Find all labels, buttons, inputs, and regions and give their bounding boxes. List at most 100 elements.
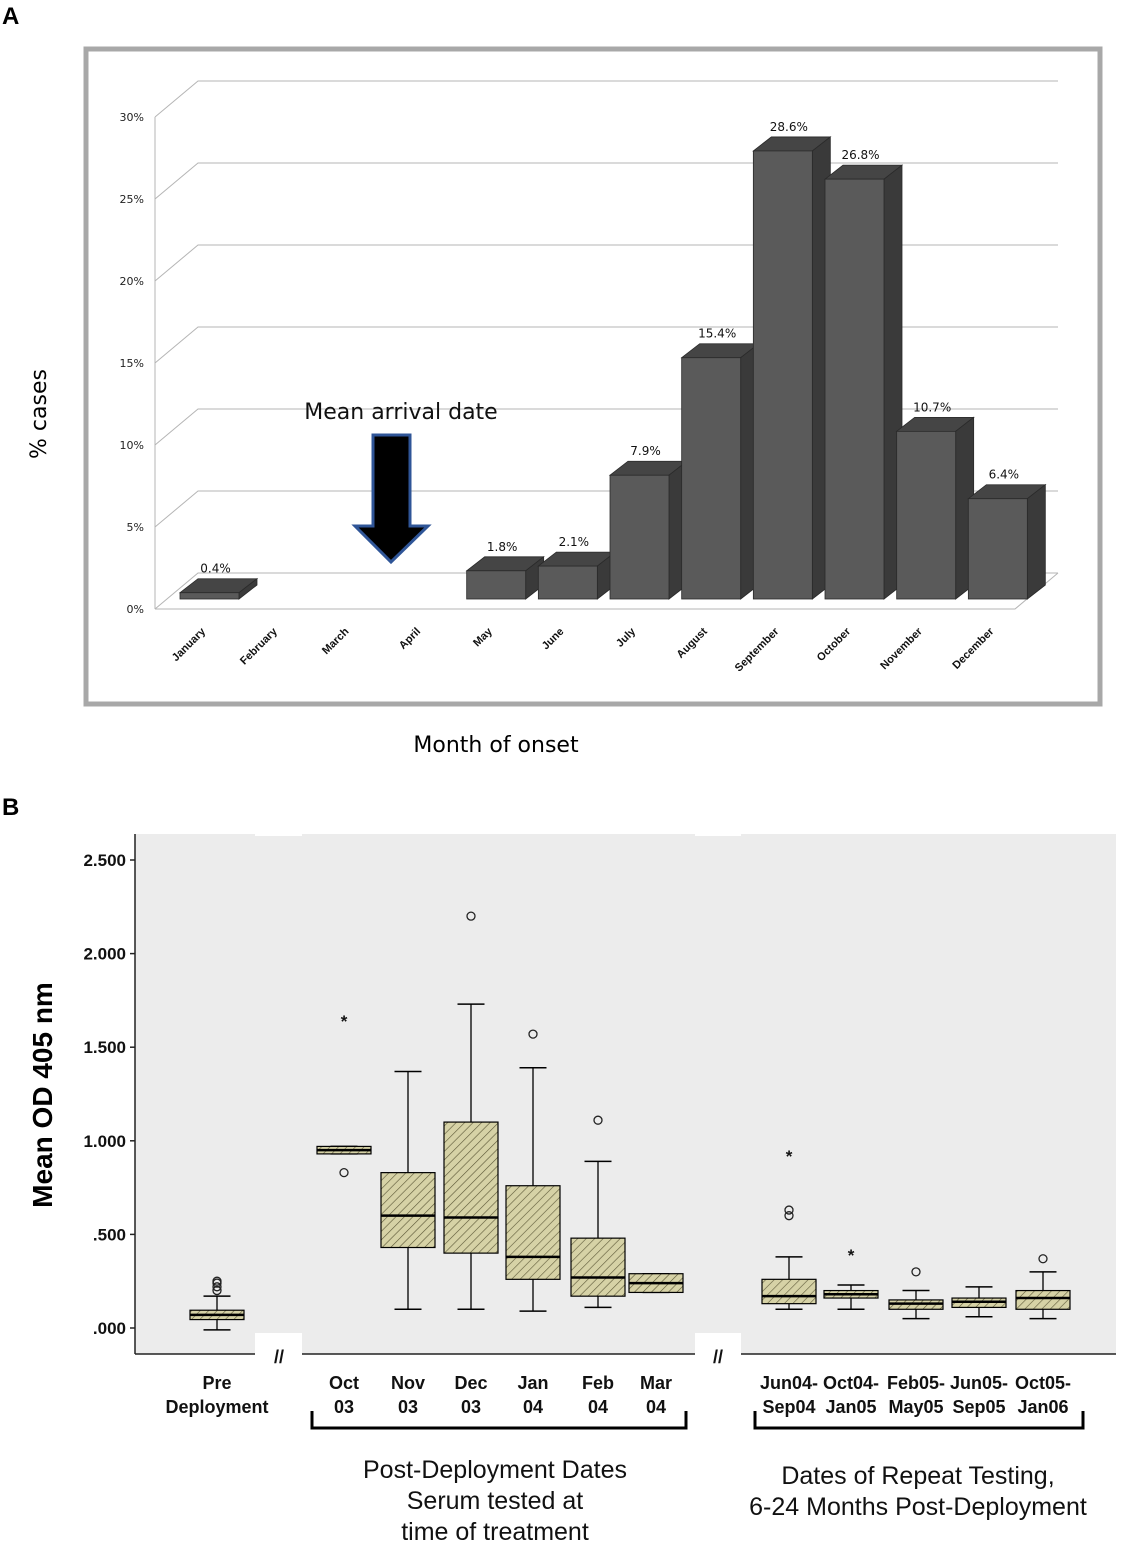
category-label: 04	[646, 1397, 666, 1417]
y-tick-label: 5%	[127, 521, 144, 534]
category-label: 03	[461, 1397, 481, 1417]
box-jan04	[505, 1029, 561, 1312]
y-tick-label: 25%	[120, 193, 144, 206]
axis-break-gap-1	[255, 1333, 302, 1363]
bar	[537, 551, 617, 600]
box-feb05may05	[888, 1267, 944, 1320]
outlier-point	[911, 1267, 921, 1277]
chart-a-data-labels: 0.4% 1.8% 2.1% 7.9% 15.4% 28.6% 26.8% 10.7% 6.4%	[200, 120, 1019, 576]
bracket-post-deployment	[310, 1411, 688, 1430]
box-jun05sep05	[951, 1286, 1007, 1318]
outlier-point	[466, 911, 476, 921]
chart-a-bars	[178, 136, 1047, 600]
data-label: 26.8%	[841, 148, 879, 162]
y-tick-label: 15%	[120, 357, 144, 370]
chart-b-y-ticks: .000 .500 1.000 1.500 2.000 2.500	[83, 851, 135, 1338]
y-tick-label: 10%	[120, 439, 144, 452]
data-label: 10.7%	[913, 400, 951, 414]
bar	[895, 416, 975, 600]
category-label: Oct04-	[823, 1373, 879, 1393]
bracket-label: time of treatment	[401, 1518, 589, 1546]
bar	[680, 342, 760, 600]
category-label: Jun05-	[950, 1373, 1008, 1393]
category-label: Oct05-	[1015, 1373, 1071, 1393]
outlier-point	[339, 1167, 349, 1178]
y-tick-label: 0%	[127, 603, 144, 616]
bar	[178, 577, 259, 600]
bar	[608, 460, 689, 600]
extreme-point: *	[848, 1246, 855, 1265]
category-label: Pre	[202, 1373, 231, 1393]
box-oct03: *	[316, 1012, 372, 1178]
panel-a-letter: A	[2, 3, 19, 30]
chart-a-y-axis-label: % cases	[27, 369, 52, 459]
bar-front	[537, 565, 598, 600]
category-label: Jan06	[1017, 1397, 1068, 1417]
category-label: Oct	[329, 1373, 359, 1393]
category-label: Sep05	[952, 1397, 1005, 1417]
box-nov03	[380, 1070, 436, 1311]
chart-b-group-labels: Post-Deployment Dates Serum tested at time…	[363, 1456, 1087, 1546]
category-label: Mar	[640, 1373, 672, 1393]
box-jun04sep04: *	[761, 1147, 817, 1311]
data-label: 15.4%	[698, 327, 736, 341]
axis-break-gap-2	[695, 1333, 741, 1363]
box-oct04jan05: *	[823, 1246, 879, 1311]
box-oct05jan06	[1015, 1254, 1071, 1320]
outlier-point	[528, 1029, 538, 1039]
iqr-box	[1015, 1289, 1071, 1310]
data-label: 6.4%	[989, 468, 1020, 482]
chart-a-y-ticks: 0% 5% 10% 15% 20% 25% 30%	[120, 111, 144, 616]
iqr-box	[570, 1237, 626, 1297]
panel-b-letter: B	[2, 794, 19, 821]
chart-b-category-labels: Pre Deployment Oct 03 Nov 03 Dec 03 Jan 04 Feb 04 Ma…	[165, 1373, 1071, 1417]
y-tick-label: 2.500	[83, 851, 126, 870]
bracket-label: 6-24 Months Post-Deployment	[749, 1493, 1087, 1521]
category-label: May05	[888, 1397, 943, 1417]
category-label: 03	[334, 1397, 354, 1417]
mean-arrival-arrow-icon	[351, 433, 432, 565]
y-tick-label: 1.500	[83, 1038, 126, 1057]
gridline	[154, 80, 1058, 118]
bar	[967, 483, 1047, 600]
iqr-box	[505, 1185, 561, 1280]
bar-front	[609, 474, 670, 600]
bar-front	[967, 498, 1028, 600]
data-label: 28.6%	[770, 120, 808, 134]
box-dec03	[443, 911, 499, 1311]
category-label: 03	[398, 1397, 418, 1417]
bar-front	[179, 592, 240, 600]
category-label: Sep04	[762, 1397, 815, 1417]
box-mar04	[628, 1272, 684, 1294]
y-tick-label: 30%	[120, 111, 144, 124]
category-label: Dec	[454, 1373, 487, 1393]
axis-break-mark-1: //	[274, 1347, 284, 1367]
bracket-label: Serum tested at	[407, 1487, 584, 1515]
box-feb04	[570, 1115, 626, 1309]
data-label: 2.1%	[559, 535, 590, 549]
outlier-point	[212, 1276, 222, 1286]
iqr-box	[761, 1278, 817, 1305]
extreme-point: *	[786, 1147, 793, 1166]
bar-front	[752, 150, 813, 600]
bar	[465, 555, 545, 600]
category-label: Jan05	[825, 1397, 876, 1417]
chart-b-y-axis-label: Mean OD 405 nm	[27, 982, 58, 1208]
outlier-point	[593, 1115, 603, 1125]
chart-a-annotation: Mean arrival date	[304, 400, 497, 425]
bar	[752, 136, 832, 600]
bracket-label: Post-Deployment Dates	[363, 1456, 627, 1484]
y-tick-label: .500	[93, 1225, 126, 1244]
y-tick-label: 2.000	[83, 945, 126, 964]
chart-a-x-axis-label: Month of onset	[413, 733, 579, 758]
category-label: Jun04-	[760, 1373, 818, 1393]
bar-front	[681, 357, 742, 600]
outlier-point	[784, 1205, 794, 1215]
category-label: Deployment	[165, 1397, 268, 1417]
bar-front	[824, 178, 885, 600]
box-pre	[189, 1276, 245, 1331]
y-tick-label: 1.000	[83, 1132, 126, 1151]
bracket-label: Dates of Repeat Testing,	[781, 1462, 1054, 1490]
y-tick-label: .000	[93, 1319, 126, 1338]
